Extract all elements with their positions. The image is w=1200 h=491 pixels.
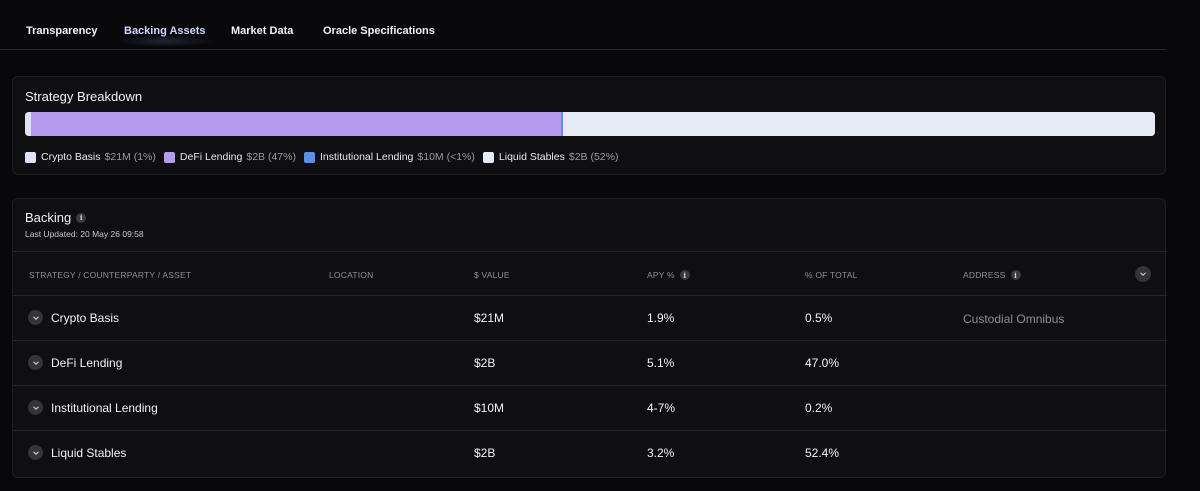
backing-card: Backing i Last Updated: 20 May 26 09:58 … [12, 198, 1167, 478]
cell-apy: 5.1% [647, 356, 675, 370]
bar-segment-liquid-stables [563, 112, 1155, 136]
tab-backing-assets[interactable]: Backing Assets [114, 25, 216, 47]
expand-all-button[interactable] [1135, 266, 1151, 282]
legend-pct: (1%) [133, 151, 156, 163]
info-icon[interactable]: i [679, 270, 690, 280]
column-header-address[interactable]: ADDRESS i [963, 270, 1021, 280]
legend-pct: (47%) [267, 151, 296, 163]
expand-row-button[interactable] [28, 355, 43, 370]
cell-apy: 3.2% [647, 446, 675, 460]
cell-strategy: Crypto Basis [51, 311, 120, 325]
legend-value: $21M [104, 151, 131, 163]
cell-pct-of-total: 0.5% [805, 311, 833, 325]
expand-row-button[interactable] [28, 310, 43, 325]
chevron-down-icon [32, 405, 39, 410]
column-header-strategy[interactable]: STRATEGY / COUNTERPARTY / ASSET [29, 270, 192, 280]
cell-apy: 4-7% [647, 401, 676, 415]
info-icon[interactable]: i [76, 212, 87, 223]
legend-label: Liquid Stables [498, 151, 565, 163]
legend-pct: (52%) [590, 151, 619, 163]
cell-apy: 1.9% [647, 311, 675, 325]
column-header-apy[interactable]: APY % i [647, 270, 690, 280]
bar-segment-defi-lending [30, 112, 562, 136]
backing-title-wrap: Backing i [25, 210, 87, 225]
legend-item-liquid-stables: Liquid Stables $2B (52%) [482, 151, 619, 163]
cell-value: $2B [474, 356, 496, 370]
cell-pct-of-total: 47.0% [805, 356, 840, 370]
cell-value: $2B [474, 446, 496, 460]
strategy-breakdown-card: Strategy Breakdown Crypto Basis $21M (1%… [12, 76, 1166, 175]
cell-address: Custodial Omnibus [963, 312, 1065, 326]
column-header-value[interactable]: $ VALUE [474, 270, 510, 280]
expand-row-button[interactable] [28, 445, 43, 460]
chevron-down-icon [32, 450, 39, 455]
legend-item-institutional-lending: Institutional Lending $10M (<1%) [303, 151, 475, 163]
legend-swatch [482, 151, 494, 163]
legend-item-crypto-basis: Crypto Basis $21M (1%) [25, 151, 156, 163]
chevron-down-icon [32, 360, 39, 365]
tab-transparency[interactable]: Transparency [26, 25, 98, 37]
bar-segment-crypto-basis [25, 112, 31, 136]
cell-pct-of-total: 52.4% [805, 446, 840, 460]
legend-label: Institutional Lending [319, 151, 414, 163]
table-header: STRATEGY / COUNTERPARTY / ASSET LOCATION… [13, 251, 1167, 296]
column-header-location[interactable]: LOCATION [329, 270, 374, 280]
expand-row-button[interactable] [28, 400, 43, 415]
legend-swatch [25, 151, 36, 163]
legend-value: $2B [568, 151, 588, 163]
info-icon[interactable]: i [1010, 270, 1021, 280]
table-row-defi-lending[interactable]: DeFi Lending $2B 5.1% 47.0% [13, 341, 1167, 386]
legend-label: Crypto Basis [41, 151, 101, 163]
chevron-down-icon [32, 315, 39, 320]
cell-strategy: Institutional Lending [51, 401, 158, 415]
legend-pct: (<1%) [446, 151, 475, 163]
tab-bar: Transparency Backing Assets Market Data … [0, 0, 1166, 50]
chevron-down-icon [1140, 272, 1146, 276]
column-header-pct-of-total[interactable]: % OF TOTAL [805, 270, 858, 280]
legend-value: $10M [417, 151, 444, 163]
legend-swatch [163, 151, 175, 163]
table-row-liquid-stables[interactable]: Liquid Stables $2B 3.2% 52.4% [13, 431, 1167, 476]
legend-label: DeFi Lending [179, 151, 243, 163]
strategy-legend: Crypto Basis $21M (1%) DeFi Lending $2B … [25, 151, 618, 163]
cell-value: $21M [474, 311, 505, 325]
strategy-allocation-bar [25, 112, 1155, 136]
cell-pct-of-total: 0.2% [805, 401, 833, 415]
tab-market-data[interactable]: Market Data [231, 25, 294, 37]
last-updated: Last Updated: 20 May 26 09:58 [25, 229, 144, 239]
tab-oracle-specifications[interactable]: Oracle Specifications [323, 25, 435, 37]
cell-value: $10M [474, 401, 505, 415]
cell-strategy: Liquid Stables [51, 446, 127, 460]
table-row-crypto-basis[interactable]: Crypto Basis $21M 1.9% 0.5% Custodial Om… [13, 296, 1167, 341]
table-row-institutional-lending[interactable]: Institutional Lending $10M 4-7% 0.2% [13, 386, 1167, 431]
cell-strategy: DeFi Lending [51, 356, 123, 370]
strategy-breakdown-title: Strategy Breakdown [25, 89, 143, 104]
backing-title: Backing [25, 210, 72, 225]
legend-swatch [303, 151, 315, 163]
bar-segment-institutional-lending [561, 112, 564, 136]
legend-value: $2B [246, 151, 266, 163]
legend-item-defi-lending: DeFi Lending $2B (47%) [163, 151, 296, 163]
